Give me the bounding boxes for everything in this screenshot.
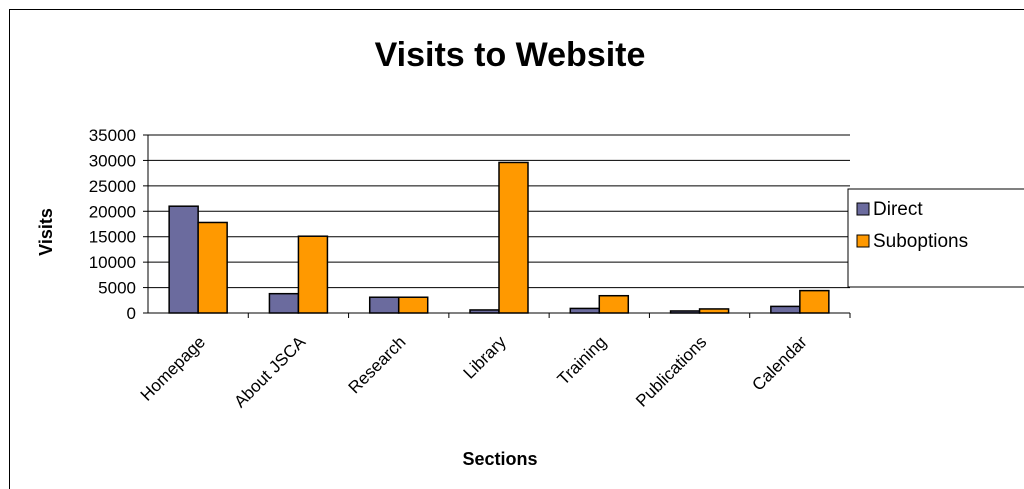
x-tick-label: Publications: [632, 332, 710, 410]
bar-suboptions-training: [598, 294, 630, 314]
y-tick-label: 30000: [89, 151, 136, 170]
bars: [168, 161, 830, 314]
bar-suboptions-homepage: [197, 221, 228, 314]
legend-label-suboptions: Suboptions: [873, 231, 968, 252]
bar-suboptions-research: [397, 296, 429, 314]
bar-direct-training: [569, 307, 601, 314]
y-tick-label: 10000: [89, 253, 136, 272]
bar-direct-research: [368, 296, 400, 314]
x-tick-label: Research: [345, 332, 410, 397]
x-axis-ticks: Homepage About JSCA Research Library Trainin…: [137, 313, 851, 411]
y-tick-label: 0: [127, 304, 136, 323]
x-tick-label: Homepage: [137, 332, 209, 404]
y-tick-label: 25000: [89, 177, 136, 196]
y-tick-label: 15000: [89, 228, 136, 247]
y-axis-title: Visits: [36, 208, 56, 256]
bar-suboptions-about-jsca: [297, 235, 329, 314]
chart-title: Visits to Website: [375, 36, 646, 74]
bar-suboptions-library: [498, 161, 529, 314]
x-tick-label: About JSCA: [230, 332, 309, 411]
bar-direct-about-jsca: [268, 292, 300, 314]
legend: Direct Suboptions: [847, 188, 1024, 288]
bar-direct-calendar: [770, 305, 801, 314]
y-tick-label: 35000: [89, 126, 136, 145]
x-tick-label: Training: [554, 332, 610, 388]
y-axis-ticks: 0 5000 10000 15000 20000 25000 30000 35000: [89, 126, 148, 323]
legend-swatch-suboptions: [856, 234, 870, 248]
legend-box: [847, 188, 1024, 288]
x-tick-label: Library: [460, 332, 511, 383]
legend-label-direct: Direct: [873, 199, 923, 220]
y-tick-label: 5000: [98, 279, 136, 298]
x-axis-title: Sections: [462, 449, 537, 469]
bar-direct-homepage: [168, 205, 199, 314]
x-tick-label: Calendar: [748, 332, 810, 394]
legend-swatch-direct: [856, 202, 870, 216]
chart-frame: [9, 9, 1024, 489]
bar-suboptions-calendar: [799, 289, 830, 314]
y-tick-label: 20000: [89, 202, 136, 221]
bar-suboptions-publications: [698, 308, 730, 314]
